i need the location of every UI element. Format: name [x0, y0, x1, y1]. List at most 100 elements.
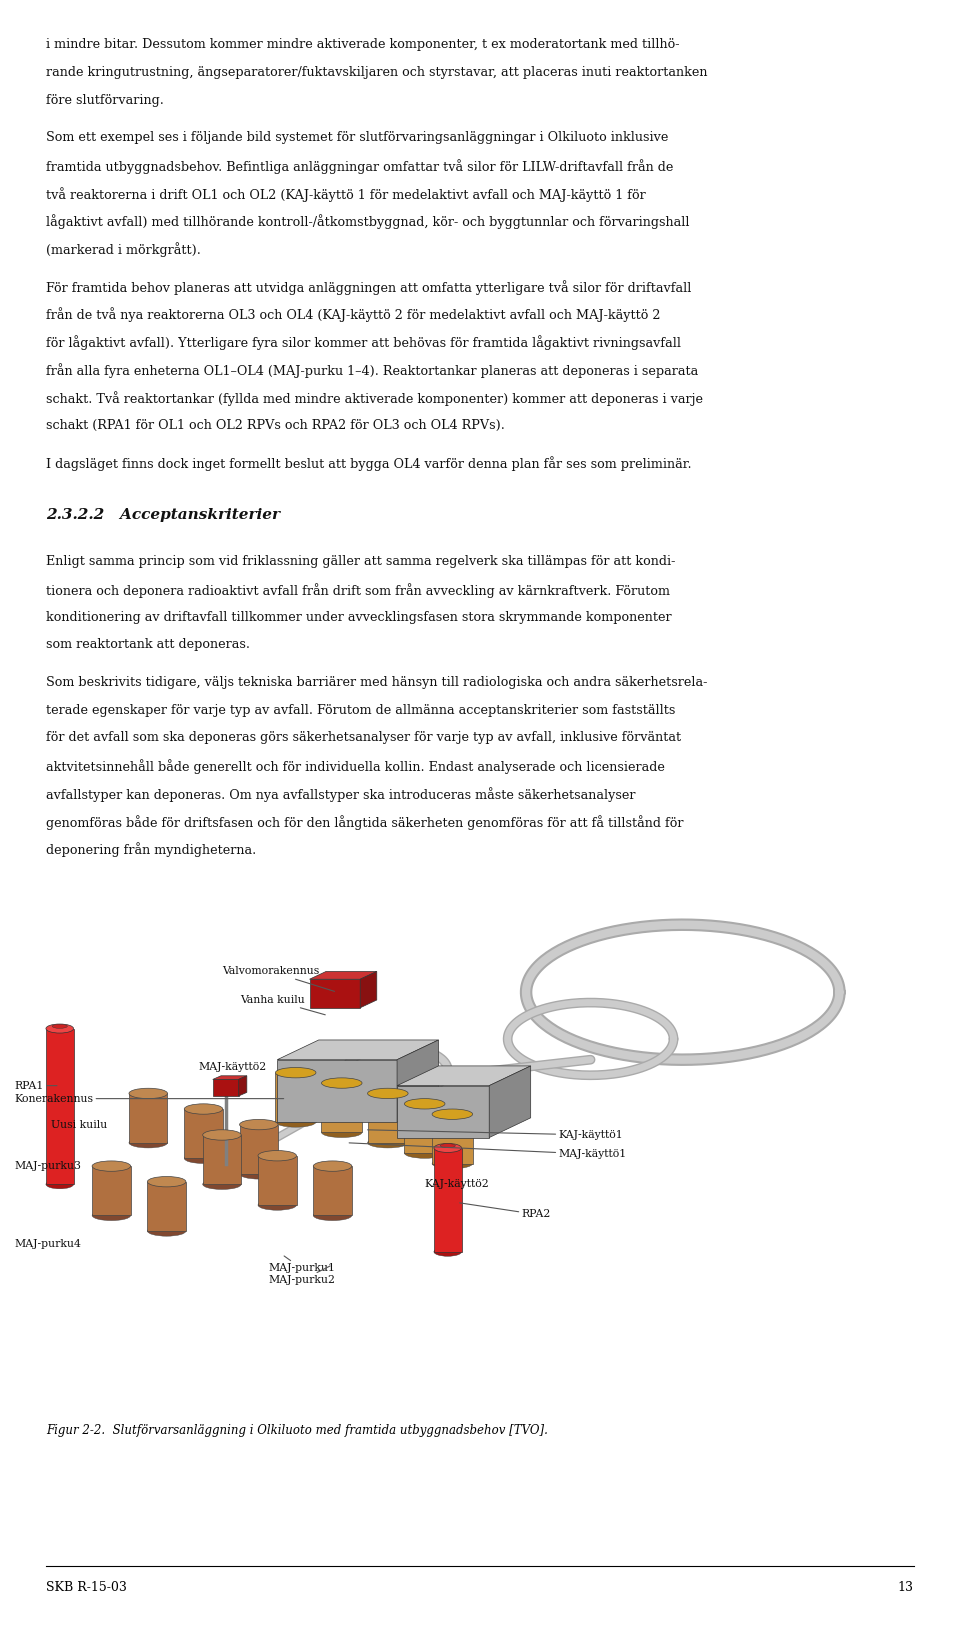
- Polygon shape: [322, 1084, 362, 1132]
- Polygon shape: [309, 971, 376, 980]
- Ellipse shape: [203, 1130, 241, 1140]
- Polygon shape: [397, 1041, 439, 1122]
- Text: (markerad i mörkgrått).: (markerad i mörkgrått).: [46, 243, 201, 258]
- Polygon shape: [213, 1075, 247, 1079]
- Ellipse shape: [434, 1143, 462, 1153]
- Text: lågaktivt avfall) med tillhörande kontroll-/åtkomstbyggnad, kör- och byggtunnlar: lågaktivt avfall) med tillhörande kontro…: [46, 215, 689, 230]
- Ellipse shape: [276, 1067, 316, 1077]
- Polygon shape: [240, 1125, 278, 1175]
- Ellipse shape: [322, 1077, 362, 1089]
- Polygon shape: [490, 1066, 531, 1138]
- Ellipse shape: [432, 1108, 472, 1120]
- Ellipse shape: [240, 1120, 278, 1130]
- Ellipse shape: [148, 1176, 186, 1186]
- Ellipse shape: [129, 1089, 167, 1099]
- Polygon shape: [397, 1085, 490, 1138]
- Polygon shape: [277, 1041, 439, 1059]
- Text: från de två nya reaktorerna OL3 och OL4 (KAJ-käyttö 2 för medelaktivt avfall och: från de två nya reaktorerna OL3 och OL4 …: [46, 307, 660, 322]
- Text: Valvomorakennus: Valvomorakennus: [222, 966, 334, 991]
- Bar: [19, 889, 941, 1408]
- Text: som reaktortank att deponeras.: som reaktortank att deponeras.: [46, 638, 250, 651]
- Text: I dagsläget finns dock inget formellt beslut att bygga OL4 varför denna plan får: I dagsläget finns dock inget formellt be…: [46, 456, 692, 471]
- Text: MAJ-purku2: MAJ-purku2: [268, 1265, 335, 1285]
- Ellipse shape: [434, 1247, 462, 1256]
- Polygon shape: [258, 1156, 297, 1204]
- Polygon shape: [309, 980, 360, 1008]
- Ellipse shape: [440, 1143, 455, 1148]
- Polygon shape: [46, 1029, 74, 1184]
- Ellipse shape: [368, 1138, 408, 1148]
- Text: framtida utbyggnadsbehov. Befintliga anläggningar omfattar två silor för LILW-dr: framtida utbyggnadsbehov. Befintliga anl…: [46, 159, 674, 173]
- Text: MAJ-purku4: MAJ-purku4: [14, 1239, 82, 1249]
- Ellipse shape: [432, 1158, 472, 1168]
- Polygon shape: [277, 1059, 397, 1122]
- Ellipse shape: [276, 1117, 316, 1127]
- Text: rande kringutrustning, ängseparatorer/fuktavskiljaren och styrstavar, att placer: rande kringutrustning, ängseparatorer/fu…: [46, 66, 708, 79]
- Polygon shape: [213, 1079, 238, 1095]
- Text: För framtida behov planeras att utvidga anläggningen att omfatta ytterligare två: För framtida behov planeras att utvidga …: [46, 279, 691, 294]
- Ellipse shape: [368, 1089, 408, 1099]
- Polygon shape: [203, 1135, 241, 1184]
- Ellipse shape: [184, 1104, 223, 1113]
- Ellipse shape: [322, 1127, 362, 1138]
- Text: SKB R-15-03: SKB R-15-03: [46, 1581, 127, 1594]
- Text: 2.3.2.2   Acceptanskriterier: 2.3.2.2 Acceptanskriterier: [46, 507, 280, 522]
- Polygon shape: [432, 1113, 472, 1163]
- Polygon shape: [404, 1104, 445, 1153]
- Text: 13: 13: [898, 1581, 914, 1594]
- Text: MAJ-purku3: MAJ-purku3: [14, 1161, 82, 1171]
- Text: genomföras både för driftsfasen och för den långtida säkerheten genomföras för a: genomföras både för driftsfasen och för …: [46, 814, 684, 829]
- Text: Vanha kuilu: Vanha kuilu: [240, 995, 325, 1014]
- Text: från alla fyra enheterna OL1–OL4 (MAJ-purku 1–4). Reaktortankar planeras att dep: från alla fyra enheterna OL1–OL4 (MAJ-pu…: [46, 363, 698, 378]
- Text: KAJ-käyttö2: KAJ-käyttö2: [424, 1180, 490, 1189]
- Ellipse shape: [92, 1161, 131, 1171]
- Text: MAJ-käyttö2: MAJ-käyttö2: [199, 1062, 267, 1072]
- Polygon shape: [276, 1072, 316, 1122]
- Text: RPA2: RPA2: [460, 1203, 551, 1219]
- Text: MAJ-käyttö1: MAJ-käyttö1: [349, 1143, 627, 1160]
- Polygon shape: [360, 971, 376, 1008]
- Polygon shape: [148, 1181, 186, 1231]
- Ellipse shape: [52, 1024, 67, 1028]
- Polygon shape: [184, 1108, 223, 1158]
- Ellipse shape: [404, 1148, 445, 1158]
- Text: Enligt samma princip som vid friklassning gäller att samma regelverk ska tillämp: Enligt samma princip som vid friklassnin…: [46, 555, 676, 568]
- Text: i mindre bitar. Dessutom kommer mindre aktiverade komponenter, t ex moderatortan: i mindre bitar. Dessutom kommer mindre a…: [46, 38, 680, 51]
- Ellipse shape: [148, 1226, 186, 1236]
- Ellipse shape: [184, 1153, 223, 1163]
- Ellipse shape: [240, 1168, 278, 1180]
- Text: Konerakennus: Konerakennus: [14, 1094, 284, 1104]
- Ellipse shape: [129, 1138, 167, 1148]
- Text: Figur 2-2.  Slutförvarsanläggning i Olkiluoto med framtida utbyggnadsbehov [TVO]: Figur 2-2. Slutförvarsanläggning i Olkil…: [46, 1424, 548, 1437]
- Text: RPA1: RPA1: [14, 1080, 57, 1090]
- Text: två reaktorerna i drift OL1 och OL2 (KAJ-käyttö 1 för medelaktivt avfall och MAJ: två reaktorerna i drift OL1 och OL2 (KAJ…: [46, 187, 646, 202]
- Ellipse shape: [203, 1180, 241, 1189]
- Text: schakt (RPA1 för OL1 och OL2 RPVs och RPA2 för OL3 och OL4 RPVs).: schakt (RPA1 för OL1 och OL2 RPVs och RP…: [46, 418, 505, 431]
- Text: konditionering av driftavfall tillkommer under avvecklingsfasen stora skrymmande: konditionering av driftavfall tillkommer…: [46, 611, 672, 623]
- Polygon shape: [238, 1075, 247, 1095]
- Text: deponering från myndigheterna.: deponering från myndigheterna.: [46, 843, 256, 857]
- Ellipse shape: [46, 1180, 74, 1189]
- Text: terade egenskaper för varje typ av avfall. Förutom de allmänna acceptanskriterie: terade egenskaper för varje typ av avfal…: [46, 704, 676, 717]
- Ellipse shape: [313, 1211, 351, 1221]
- Polygon shape: [92, 1166, 131, 1216]
- Ellipse shape: [258, 1150, 297, 1161]
- Text: KAJ-käyttö1: KAJ-käyttö1: [368, 1130, 623, 1140]
- Text: för lågaktivt avfall). Ytterligare fyra silor kommer att behövas för framtida lå: för lågaktivt avfall). Ytterligare fyra …: [46, 335, 681, 350]
- Text: Uusi kuilu: Uusi kuilu: [52, 1120, 108, 1130]
- Ellipse shape: [258, 1199, 297, 1211]
- Ellipse shape: [404, 1099, 445, 1108]
- Text: för det avfall som ska deponeras görs säkerhetsanalyser för varje typ av avfall,: för det avfall som ska deponeras görs sä…: [46, 732, 682, 745]
- Polygon shape: [434, 1148, 462, 1252]
- Text: tionera och deponera radioaktivt avfall från drift som från avveckling av kärnkr: tionera och deponera radioaktivt avfall …: [46, 583, 670, 598]
- Ellipse shape: [92, 1211, 131, 1221]
- Text: MAJ-purku1: MAJ-purku1: [268, 1256, 335, 1274]
- Polygon shape: [129, 1094, 167, 1143]
- Text: Som ett exempel ses i följande bild systemet för slutförvaringsanläggningar i Ol: Som ett exempel ses i följande bild syst…: [46, 131, 668, 144]
- Ellipse shape: [313, 1161, 351, 1171]
- Text: Som beskrivits tidigare, väljs tekniska barriärer med hänsyn till radiologiska o: Som beskrivits tidigare, väljs tekniska …: [46, 676, 708, 689]
- Polygon shape: [368, 1094, 408, 1143]
- Text: före slutförvaring.: före slutförvaring.: [46, 94, 164, 106]
- Polygon shape: [313, 1166, 351, 1216]
- Ellipse shape: [46, 1024, 74, 1032]
